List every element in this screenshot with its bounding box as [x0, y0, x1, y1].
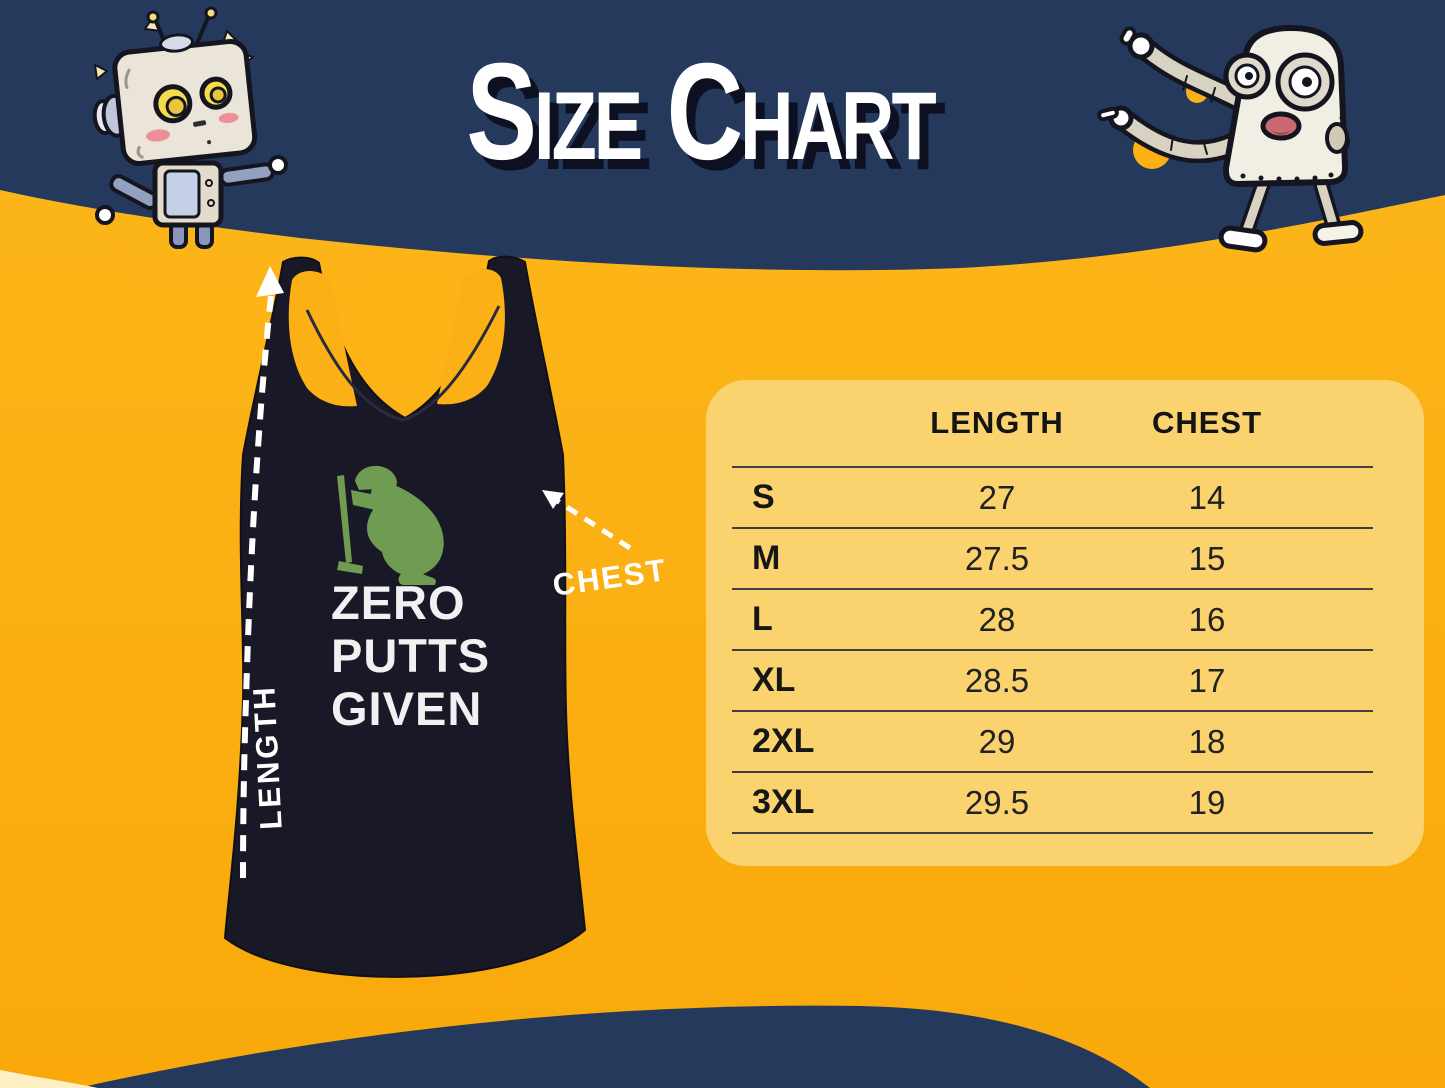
chest-value: 17: [1188, 661, 1226, 699]
footer-navy-wave: [78, 1005, 1150, 1088]
length-column-header: LENGTH: [930, 405, 1064, 440]
length-value: 29.5: [964, 783, 1030, 821]
size-label: 2XL: [752, 722, 815, 760]
size-label: XL: [752, 661, 796, 699]
size-table-header-row: LENGTH CHEST: [732, 380, 1373, 468]
size-label: M: [752, 539, 781, 577]
table-row: 3XL 29.5 19: [732, 773, 1373, 834]
chest-value: 14: [1188, 478, 1226, 516]
length-annotation-label: LENGTH: [246, 683, 289, 831]
footer-cream-sliver: [0, 1070, 98, 1088]
length-value: 29: [978, 722, 1016, 760]
header-navy-wave: [0, 0, 1445, 271]
shirt-print-line: GIVEN: [331, 682, 483, 735]
chest-value: 15: [1188, 539, 1226, 577]
size-table: LENGTH CHEST S 27 14 M 27.5 15 L 28 16 X…: [732, 380, 1373, 834]
chest-value: 18: [1188, 722, 1226, 760]
table-row: M 27.5 15: [732, 529, 1373, 590]
armhole-window-right: [437, 269, 505, 405]
table-row: 2XL 29 18: [732, 712, 1373, 773]
chest-value: 19: [1188, 783, 1226, 821]
size-label: L: [752, 600, 773, 638]
length-value: 27: [978, 478, 1016, 516]
table-row: S 27 14: [732, 468, 1373, 529]
page-title: Size Chart: [466, 35, 936, 189]
shirt-print-text: ZERO PUTTS GIVEN: [331, 576, 490, 735]
size-chart-panel: LENGTH CHEST S 27 14 M 27.5 15 L 28 16 X…: [706, 380, 1424, 866]
chest-column-header: CHEST: [1151, 405, 1263, 440]
golfer-graphic: [337, 465, 444, 585]
length-value: 28.5: [964, 661, 1030, 699]
shirt-print-line: ZERO: [331, 576, 466, 629]
shirt-print-line: PUTTS: [331, 629, 491, 682]
robot-right-illustration: [1097, 25, 1364, 253]
collar-seam: [305, 305, 501, 422]
size-label: 3XL: [752, 783, 815, 821]
robot-left-illustration: [92, 6, 288, 249]
size-table-rows: S 27 14 M 27.5 15 L 28 16 XL 28.5 17 2XL…: [732, 468, 1373, 834]
table-row: XL 28.5 17: [732, 651, 1373, 712]
length-value: 28: [978, 600, 1016, 638]
length-value: 27.5: [964, 539, 1030, 577]
size-label: S: [752, 478, 775, 516]
table-row: L 28 16: [732, 590, 1373, 651]
chest-value: 16: [1188, 600, 1226, 638]
